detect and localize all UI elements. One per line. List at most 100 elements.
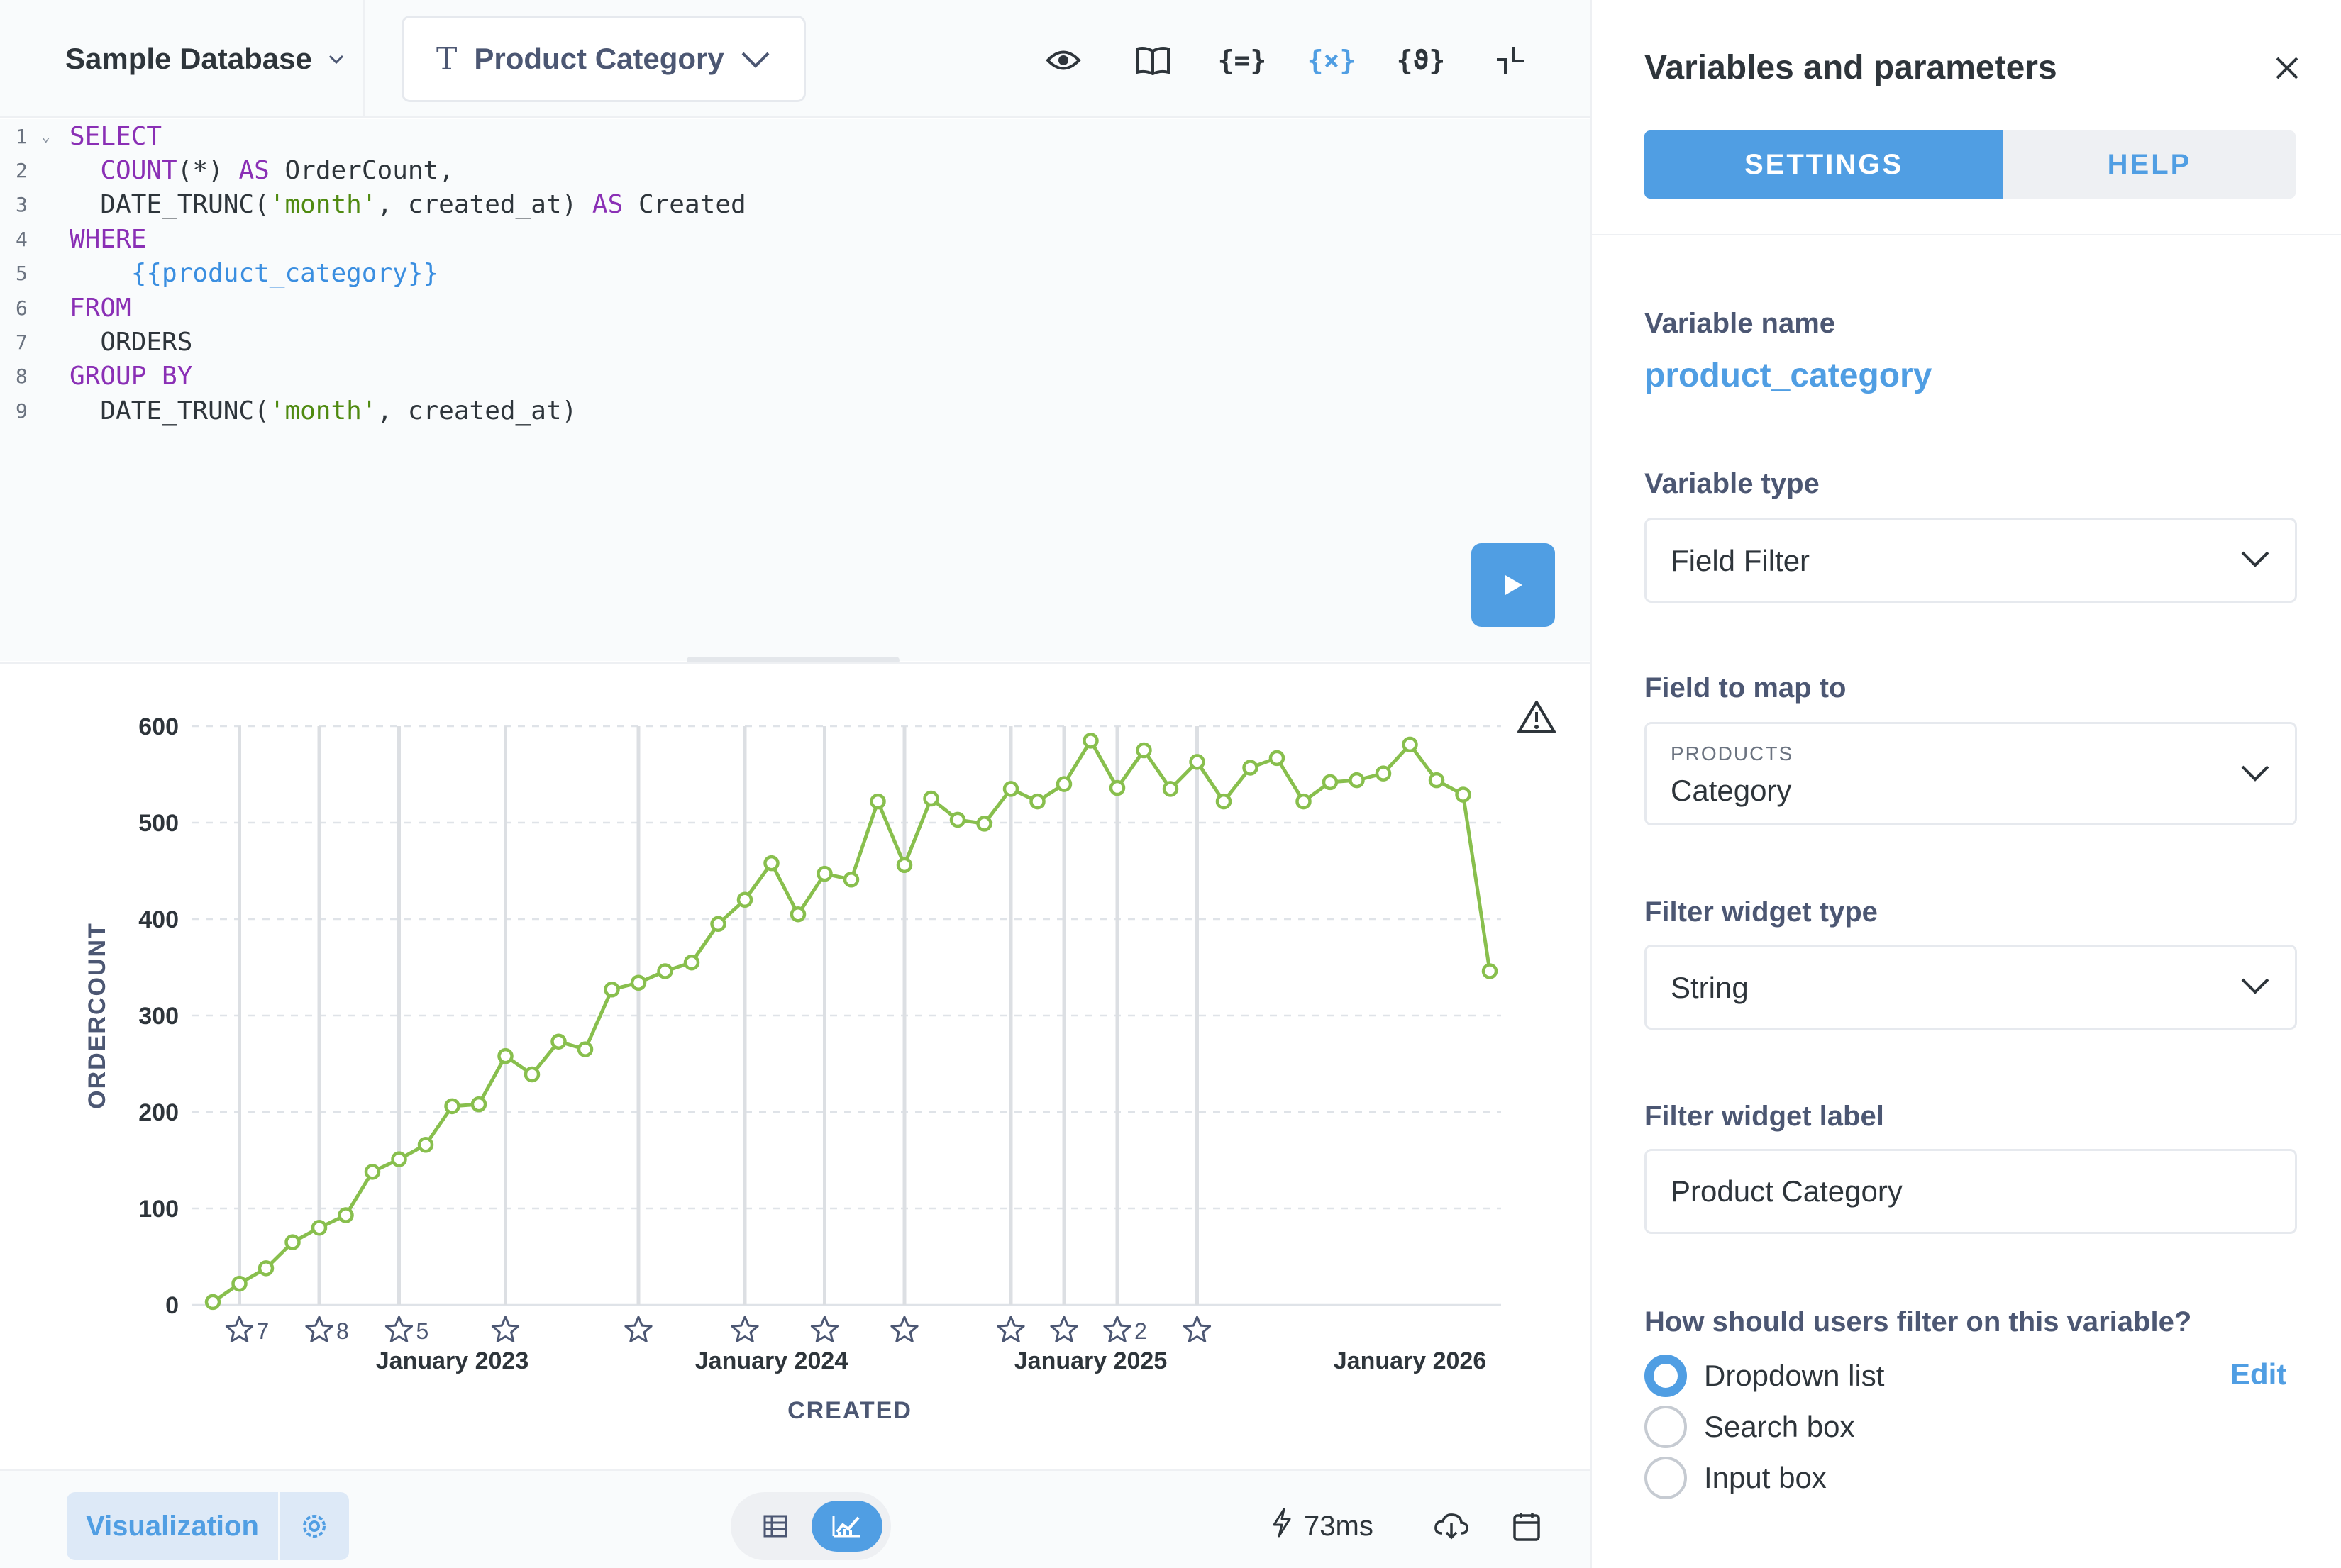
radio-button[interactable] [1644, 1457, 1687, 1499]
code-line[interactable]: 4 WHERE [0, 222, 1590, 256]
y-tick-label: 300 [138, 1003, 179, 1030]
code-token: 'month' [269, 396, 377, 426]
widget-type-select[interactable]: String [1644, 945, 2297, 1030]
code-line[interactable]: 5 {{product_category}} [0, 257, 1590, 291]
x-axis-label: CREATED [787, 1397, 912, 1424]
snippets-icon[interactable]: {=} [1217, 45, 1267, 76]
data-point [1029, 793, 1046, 810]
variable-type-select[interactable]: Field Filter [1644, 518, 2297, 603]
calendar-icon[interactable] [1500, 1499, 1554, 1553]
code-text: SELECT [70, 122, 162, 151]
code-token [70, 259, 131, 288]
chevron-down-icon [2240, 762, 2271, 789]
star-icon [997, 1316, 1025, 1342]
table-view-icon[interactable] [749, 1501, 802, 1552]
code-line[interactable]: 3 DATE_TRUNC('month', created_at) AS Cre… [0, 188, 1590, 222]
data-point [1295, 793, 1312, 810]
divider [1592, 234, 2341, 235]
code-text: COUNT(*) AS OrderCount, [70, 156, 454, 185]
collapse-icon[interactable] [1485, 35, 1535, 85]
code-line[interactable]: 8 GROUP BY [0, 360, 1590, 394]
variables-icon[interactable]: {×} [1307, 45, 1356, 76]
code-line[interactable]: 7 ORDERS [0, 325, 1590, 359]
data-point [497, 1047, 514, 1064]
field-map-table: PRODUCTS [1671, 743, 1794, 764]
data-point [311, 1219, 328, 1236]
data-point [1189, 754, 1205, 770]
radio-button[interactable] [1644, 1355, 1687, 1397]
data-point [843, 871, 860, 888]
product-category-variable-widget[interactable]: T Product Category [402, 16, 806, 102]
variable-name-label: Variable name [1644, 308, 1836, 339]
field-map-label: Field to map to [1644, 672, 1847, 704]
data-point [284, 1234, 301, 1250]
close-icon[interactable] [2262, 43, 2313, 94]
filter-question-label: How should users filter on this variable… [1644, 1306, 2192, 1338]
data-point [1322, 774, 1339, 791]
data-point [604, 982, 620, 998]
resize-handle[interactable] [687, 657, 900, 664]
radio-button[interactable] [1644, 1406, 1687, 1448]
data-point [923, 790, 939, 807]
edit-values-link[interactable]: Edit [2230, 1357, 2287, 1391]
data-point [470, 1096, 487, 1113]
data-point [736, 891, 753, 908]
radio-dropdown-list[interactable]: Dropdown list [1644, 1353, 1884, 1399]
widget-label-input[interactable]: Product Category [1644, 1149, 2297, 1234]
x-tick-label: January 2024 [695, 1347, 848, 1374]
code-line[interactable]: 9 DATE_TRUNC('month', created_at) [0, 394, 1590, 428]
event-count: 8 [336, 1318, 349, 1344]
data-point [870, 793, 886, 810]
code-line[interactable]: 6 FROM [0, 291, 1590, 325]
data-point [1136, 742, 1152, 759]
code-text: GROUP BY [70, 362, 192, 391]
star-icon [810, 1316, 839, 1342]
code-text: FROM [70, 294, 131, 323]
widget-label-label: Filter widget label [1644, 1101, 1884, 1132]
widget-type-label: Filter widget type [1644, 896, 1878, 928]
data-point [976, 816, 992, 832]
line-number: 7 [16, 330, 28, 354]
tab-help[interactable]: HELP [2107, 148, 2192, 180]
star-icon [731, 1316, 759, 1342]
code-text: DATE_TRUNC('month', created_at) [70, 396, 577, 426]
visualization-button[interactable]: Visualization [67, 1492, 278, 1560]
fold-icon[interactable]: ⌄ [41, 127, 51, 145]
code-token: SELECT [70, 121, 162, 151]
code-line[interactable]: 1 ⌄ SELECT [0, 119, 1590, 153]
code-text: ORDERS [70, 328, 192, 357]
parameters-icon[interactable]: {ϑ} [1396, 45, 1446, 76]
text-type-icon: T [436, 40, 458, 77]
x-tick-label: January 2025 [1014, 1347, 1168, 1374]
data-point [1349, 772, 1365, 789]
radio-search-box[interactable]: Search box [1644, 1404, 1854, 1450]
code-line[interactable]: 2 COUNT(*) AS OrderCount, [0, 153, 1590, 187]
run-query-button[interactable] [1471, 543, 1555, 627]
data-point [683, 954, 700, 971]
data-point [657, 963, 673, 979]
data-point [817, 865, 833, 882]
download-icon[interactable] [1424, 1499, 1478, 1553]
database-picker[interactable]: Sample Database [0, 0, 365, 118]
preview-icon[interactable] [1039, 35, 1088, 85]
data-reference-icon[interactable] [1128, 35, 1178, 85]
code-token: AS [238, 155, 270, 185]
field-map-select[interactable]: PRODUCTS Category [1644, 722, 2297, 825]
code-token: , created_at) [377, 396, 577, 426]
data-point [1268, 750, 1285, 767]
data-point [524, 1066, 541, 1083]
sql-editor[interactable]: 1 ⌄ SELECT 2 COUNT(*) AS OrderCount, 3 DATE_… [0, 119, 1590, 661]
data-point [1002, 781, 1019, 797]
line-number: 5 [16, 262, 28, 286]
variables-sidebar: Variables and parameters SETTINGS HELP V… [1590, 0, 2341, 1568]
editor-toolbar: Sample Database T Product Category {=} {… [0, 0, 1590, 118]
editor-column: Sample Database T Product Category {=} {… [0, 0, 1590, 1560]
line-number: 3 [16, 193, 28, 217]
chart-view-icon[interactable] [812, 1501, 882, 1552]
tab-settings[interactable]: SETTINGS [1644, 130, 2003, 199]
radio-input-box[interactable]: Input box [1644, 1455, 1827, 1501]
settings-gear-icon[interactable] [280, 1492, 349, 1560]
warning-icon[interactable] [1517, 699, 1556, 738]
data-point [1375, 765, 1392, 782]
star-icon [1183, 1316, 1212, 1342]
